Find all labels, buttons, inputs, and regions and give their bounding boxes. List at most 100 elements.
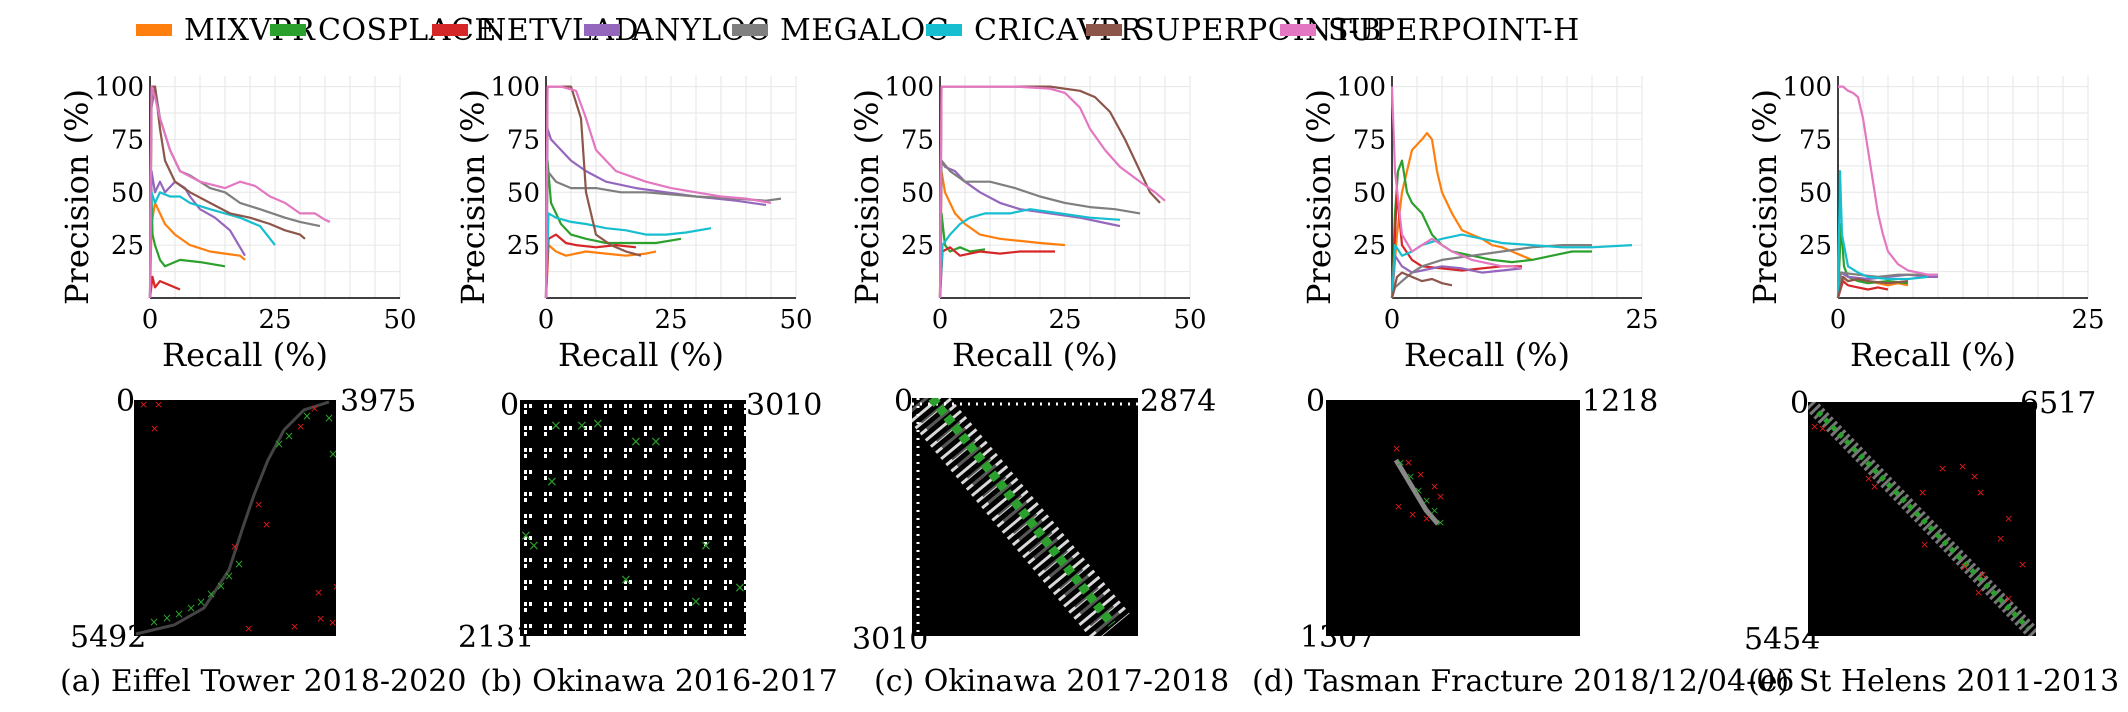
svg-text:×: × — [1436, 490, 1445, 503]
x-tick-label: 25 — [654, 305, 687, 335]
x-tick-label: 0 — [538, 305, 555, 335]
svg-text:×: × — [324, 411, 334, 425]
matrix-b-top-right: 3010 — [746, 388, 823, 423]
series-line-superpoint-h — [148, 85, 331, 299]
svg-text:×: × — [1404, 456, 1413, 469]
y-tick-label: 50 — [1799, 178, 1832, 208]
matrix-e-top-left: 0 — [1790, 386, 1810, 421]
svg-text:×: × — [1870, 480, 1879, 493]
svg-text:×: × — [262, 518, 271, 531]
matrix-e-bottom-left: 5454 — [1744, 622, 1821, 657]
y-tick-label: 100 — [884, 73, 934, 103]
svg-text:×: × — [1430, 504, 1439, 517]
similarity-matrix-d: × × × × × × × × × × × × × × — [1326, 400, 1580, 636]
y-tick-label: 75 — [1353, 125, 1386, 155]
svg-text:×: × — [206, 587, 216, 601]
svg-text:×: × — [150, 422, 159, 435]
legend-swatch — [926, 24, 962, 36]
series-line-superpoint-b — [1390, 271, 1453, 299]
svg-text:×: × — [1918, 486, 1927, 499]
y-tick-label: 100 — [1336, 73, 1386, 103]
svg-text:×: × — [1430, 480, 1439, 493]
y-axis-label: Precision (%) — [1300, 89, 1338, 305]
svg-text:×: × — [296, 420, 305, 433]
svg-text:×: × — [1996, 532, 2005, 545]
svg-text:×: × — [1416, 468, 1425, 481]
pr-chart-d: 0 25 25 50 75 100 Recall (%) Precision (%) — [1300, 73, 1659, 374]
y-axis-label: Precision (%) — [1746, 89, 1784, 305]
x-axis-label: Recall (%) — [162, 336, 328, 374]
svg-text:×: × — [1978, 568, 1987, 581]
svg-text:×: × — [314, 586, 323, 599]
matrix-a-top-right: 3975 — [340, 384, 417, 419]
svg-text:×: × — [230, 540, 239, 553]
svg-text:×: × — [592, 416, 604, 432]
svg-text:×: × — [1422, 512, 1431, 525]
svg-text:×: × — [1920, 538, 1929, 551]
svg-text:×: × — [1938, 462, 1947, 475]
svg-text:×: × — [302, 409, 312, 423]
series-line-superpoint-b — [1836, 275, 1909, 299]
caption-d: (d) Tasman Fracture 2018/12/04-06 — [1252, 664, 1795, 699]
pr-chart-e: 0 25 25 50 75 100 Recall (%) Precision (%) — [1746, 73, 2105, 374]
legend-item-superpoint-b: SUPERPOINT-B — [1086, 10, 1382, 50]
svg-text:×: × — [162, 611, 172, 625]
x-axis-label: Recall (%) — [1850, 336, 2016, 374]
y-tick-label: 75 — [901, 125, 934, 155]
svg-text:×: × — [1422, 494, 1431, 507]
matrix-a-top-left: 0 — [116, 384, 136, 419]
legend-swatch — [584, 24, 620, 36]
x-tick-label: 0 — [1384, 305, 1401, 335]
caption-a: (a) Eiffel Tower 2018-2020 — [60, 664, 467, 699]
y-tick-label: 25 — [507, 231, 540, 261]
series-line-cosplace — [544, 159, 682, 299]
matrix-d-top-right: 1218 — [1582, 384, 1659, 419]
series-line-mixvpr — [1390, 132, 1533, 299]
legend-swatch — [270, 24, 306, 36]
similarity-matrix-a: ×××× ×××× ×××× ×× ×××× ×××× ×××× ×× — [134, 400, 336, 636]
svg-text:×: × — [328, 616, 336, 629]
svg-text:×: × — [546, 474, 558, 490]
svg-text:×: × — [274, 437, 284, 451]
legend-swatch — [1280, 24, 1316, 36]
legend-item-megaloc: MEGALOC — [732, 10, 949, 50]
series-line-superpoint-h — [1390, 86, 1523, 270]
x-axis-label: Recall (%) — [1404, 336, 1570, 374]
x-tick-label: 0 — [1830, 305, 1847, 335]
matrix-b-top-left: 0 — [500, 388, 520, 423]
svg-text:×: × — [234, 557, 244, 571]
svg-text:×: × — [254, 498, 263, 511]
caption-e: (e) St Helens 2011-2013 — [1748, 664, 2120, 699]
svg-text:×: × — [2004, 512, 2013, 525]
legend-swatch — [732, 24, 768, 36]
svg-text:×: × — [1392, 442, 1401, 455]
svg-text:×: × — [1864, 472, 1873, 485]
svg-text:×: × — [149, 615, 159, 629]
svg-text:×: × — [332, 580, 336, 593]
y-tick-label: 50 — [1353, 178, 1386, 208]
legend-label: SUPERPOINT-H — [1328, 12, 1580, 48]
svg-text:×: × — [528, 538, 540, 554]
matrix-c-top-left: 0 — [894, 384, 914, 419]
svg-text:×: × — [576, 418, 588, 434]
x-tick-label: 25 — [2071, 305, 2104, 335]
svg-text:×: × — [174, 607, 184, 621]
series-line-mixvpr — [938, 170, 1066, 299]
series-line-anyloc — [1390, 254, 1523, 299]
y-axis-label: Precision (%) — [454, 89, 492, 305]
series-line-anyloc — [148, 170, 246, 299]
similarity-matrix-b: × × × × × × × × × × × × — [520, 400, 746, 636]
legend-swatch — [1086, 24, 1122, 36]
svg-text:×: × — [734, 580, 746, 596]
svg-text:×: × — [290, 620, 299, 633]
series-line-netvlad — [544, 233, 637, 299]
svg-text:×: × — [630, 434, 642, 450]
svg-text:×: × — [1414, 484, 1423, 497]
matrix-a-bottom-left: 5492 — [70, 620, 147, 655]
series-line-cricavpr — [148, 191, 276, 299]
x-axis-label: Recall (%) — [558, 336, 724, 374]
series-line-netvlad — [1390, 191, 1522, 299]
caption-c: (c) Okinawa 2017-2018 — [874, 664, 1230, 699]
svg-text:×: × — [650, 434, 662, 450]
